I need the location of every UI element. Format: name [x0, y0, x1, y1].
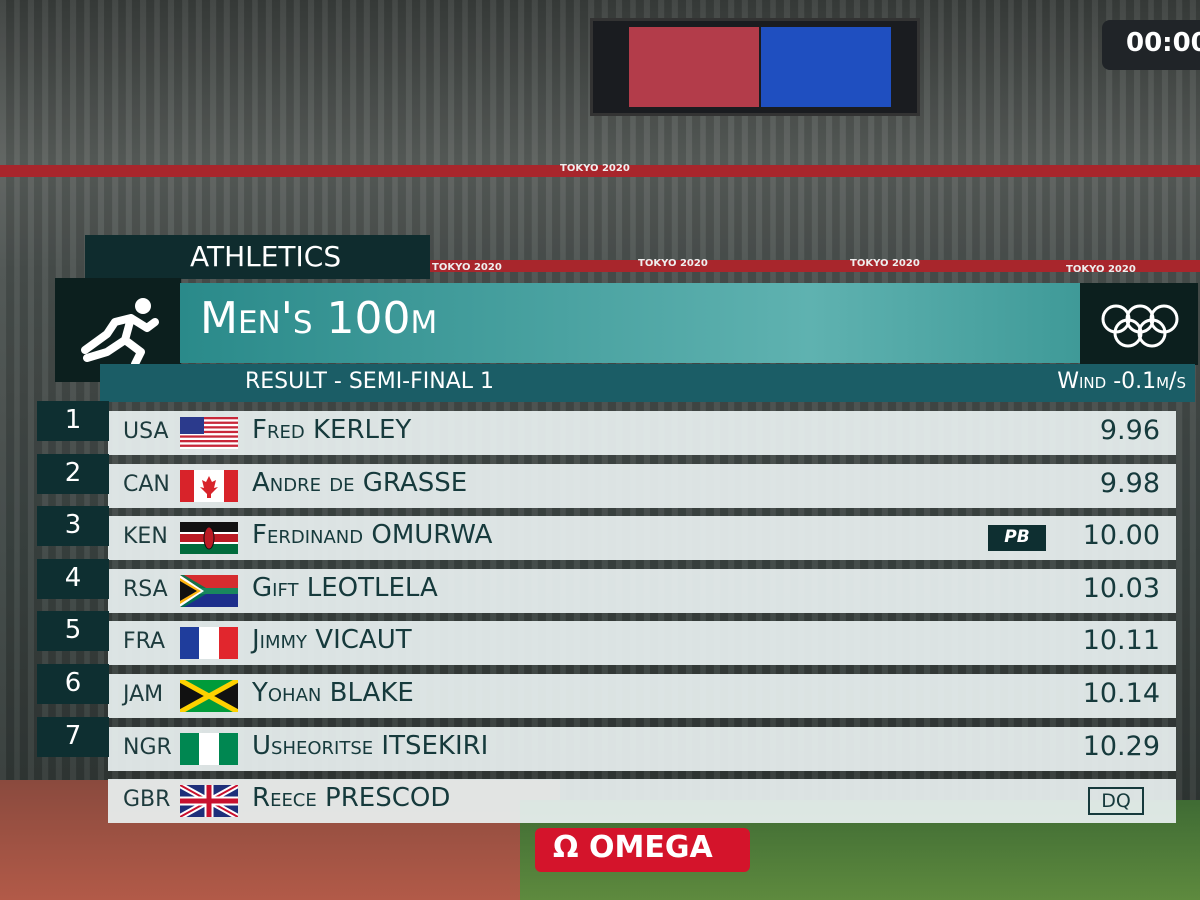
record-badge: PB [988, 525, 1046, 552]
athlete-name: Yohan BLAKE [252, 678, 414, 708]
athlete-name: Gift LEOTLELA [252, 572, 438, 603]
banner-text: TOKYO 2020 [432, 262, 502, 273]
result-row: USA Fred KERLEY 9.96 [108, 411, 1176, 455]
athlete-name: Jimmy VICAUT [252, 625, 412, 656]
flag [178, 677, 240, 715]
result-time: 10.03 [1082, 572, 1160, 604]
stand-banner [430, 260, 1200, 272]
sport-label: ATHLETICS [85, 235, 430, 279]
banner-text: TOKYO 2020 [560, 163, 630, 174]
result-row: NGR Usheoritse ITSEKIRI 10.29 [108, 726, 1176, 771]
country-code: RSA [123, 576, 168, 602]
result-status: DQ [1088, 787, 1144, 816]
flag-graphic [178, 782, 240, 820]
subtitle: RESULT - SEMI-FINAL 1 [100, 364, 1195, 402]
banner-text: TOKYO 2020 [638, 258, 708, 269]
rings [1101, 304, 1179, 348]
country-code: NGR [123, 734, 172, 760]
rank: 4 [37, 558, 109, 599]
flag-graphic [180, 627, 238, 660]
result-row: RSA Gift LEOTLELA 10.03 [108, 568, 1176, 613]
rank: 3 [37, 506, 109, 547]
flag-graphic [180, 522, 238, 555]
country-code: KEN [123, 524, 168, 550]
result-row: CAN Andre de GRASSE 9.98 [108, 463, 1176, 508]
stand-banner [0, 165, 1200, 177]
screen-results [761, 27, 891, 107]
athlete-name: Andre de GRASSE [252, 467, 468, 498]
rank: 7 [37, 716, 109, 757]
result-time: 10.00 [1082, 520, 1160, 552]
rank: 5 [37, 611, 109, 652]
sponsor-symbol: Ω [553, 830, 579, 865]
country-code: JAM [123, 682, 164, 707]
rank: 1 [37, 401, 109, 441]
wind-label: Wind [1057, 369, 1107, 394]
flag-graphic [178, 677, 240, 715]
wind: Wind -0.1m/s [960, 369, 1200, 394]
wind-value: -0.1m/s [1113, 369, 1186, 394]
athlete-name: Ferdinand OMURWA [252, 520, 493, 551]
sponsor: Ω OMEGA [535, 828, 750, 872]
screen-video [629, 27, 759, 107]
runner-pictogram [81, 298, 159, 368]
result-time: 9.98 [1099, 467, 1160, 499]
result-time: 10.11 [1082, 625, 1160, 657]
result-row: FRA Jimmy VICAUT 10.11 [108, 621, 1176, 666]
result-row: JAM Yohan BLAKE 10.14 [108, 674, 1176, 718]
flag-graphic [180, 469, 238, 502]
flag [180, 522, 238, 555]
flag [178, 782, 240, 820]
banner-text: TOKYO 2020 [850, 258, 920, 269]
banner-text: TOKYO 2020 [1066, 264, 1136, 275]
athlete-name: Fred KERLEY [252, 415, 412, 445]
flag [180, 732, 238, 765]
flag [180, 574, 238, 607]
flag [180, 469, 238, 502]
athlete-name: Reece PRESCOD [252, 783, 451, 814]
flag-graphic [180, 417, 238, 449]
result-row: KEN Ferdinand OMURWA PB 10.00 [108, 516, 1176, 561]
result-time: 10.29 [1082, 730, 1160, 762]
rank: 6 [37, 664, 109, 704]
result-time: 10.14 [1082, 678, 1160, 709]
sponsor-name: OMEGA [588, 830, 713, 865]
country-code: USA [123, 419, 169, 444]
country-code: GBR [123, 787, 171, 813]
flag [180, 627, 238, 660]
rank: 2 [37, 453, 109, 494]
result-time: 9.96 [1099, 415, 1160, 446]
clock: 00:00 [1102, 20, 1200, 70]
flag-graphic [180, 574, 238, 607]
flag [180, 417, 238, 449]
country-code: CAN [123, 471, 170, 497]
olympic-rings [1080, 283, 1198, 365]
result-row: GBR Reece PRESCOD DQ [108, 779, 1176, 824]
flag-graphic [180, 732, 238, 765]
athlete-name: Usheoritse ITSEKIRI [252, 730, 489, 761]
event-title: Men's 100m [180, 283, 1080, 363]
stadium-screen [590, 18, 920, 116]
country-code: FRA [123, 629, 166, 655]
